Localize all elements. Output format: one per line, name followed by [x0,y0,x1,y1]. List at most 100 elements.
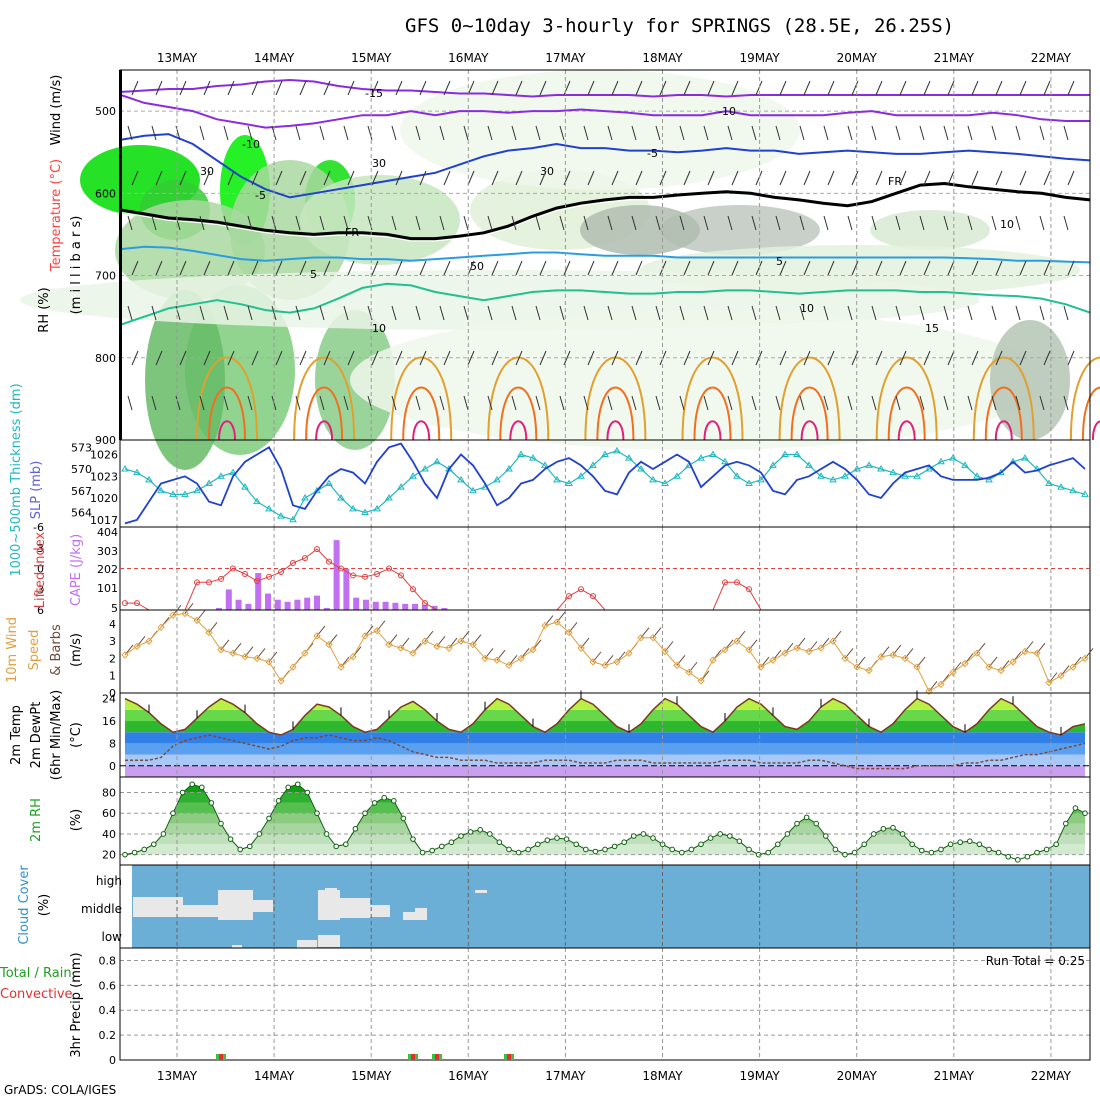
wind-barb [1019,350,1027,366]
panel-frame [119,947,1091,1061]
rh-region [660,205,820,255]
li-point [374,571,380,578]
wind-speed-point [685,668,693,676]
rh-point [323,831,330,837]
li-point [278,568,284,575]
rh-region [990,320,1070,440]
cape-bar [382,601,389,610]
wind-barb [515,260,523,276]
wind-speed-point [937,680,945,689]
thickness-marker [325,479,333,486]
wind-barb [751,305,757,321]
wind-barb [271,305,277,321]
upper-air-panel: -15-10-10-5-5FRFR55101015303030501050060… [20,69,1100,470]
wind-barb [967,305,973,321]
temp-contour-25 [800,420,819,441]
wind-barb [899,170,907,186]
rh-band [125,854,1085,865]
wind-barb [607,305,613,321]
contour-label: 5 [776,255,783,268]
wind-barb [419,260,427,276]
thickness-marker [889,468,897,476]
wind-barb [851,80,859,96]
temp-band [125,754,1085,766]
rh-point [1053,841,1059,848]
contour-label: 10 [372,322,386,335]
rh-point [343,841,349,848]
wind-barb [827,260,835,276]
wind-barb [535,125,541,141]
rh-point [602,846,608,853]
wind-barb [971,170,979,186]
wind-barb [703,215,709,231]
thickness-marker [337,494,345,501]
cape-bar [441,607,448,610]
temp-contour-25 [218,420,236,441]
wind-barb [347,260,355,276]
rh-point [688,846,695,853]
y-tick-label: 1023 [90,470,118,483]
cape-bar [314,595,320,610]
thickness-marker [397,483,405,490]
rh-point [909,841,916,848]
rh-point [227,836,234,842]
rh-point [266,815,272,822]
precip-conv-bar [411,1054,415,1060]
temp-contour-minus15 [119,78,1090,98]
precip-conv-bar [219,1054,223,1060]
wind-barb [511,215,517,231]
wind-barb [223,305,229,321]
rh-region [350,310,1050,450]
thickness-marker [277,512,285,519]
rh-point [957,839,964,846]
wind-barb [131,80,139,96]
wind-speed-point [169,611,177,619]
wind-barb [875,260,883,276]
wind-barb [755,170,763,186]
cloud-unit-label: (%) [37,894,52,917]
y-tick-label: 3 [37,583,44,596]
wind-barb [995,260,1003,276]
temp-band [125,732,1085,744]
wind-speed-point [181,609,189,618]
thickness-marker [925,465,933,472]
temp-contour-15 [681,356,744,441]
wind-barb [439,305,445,321]
wind-barb [635,80,643,96]
top-date-label: 15MAY [351,51,392,65]
wind-barb [487,305,493,321]
wind-barb [1043,350,1051,366]
top-date-label: 16MAY [448,51,489,65]
thickness-marker [1081,490,1089,497]
wind-barb [347,80,355,96]
rh-point [467,829,474,835]
thickness-marker [649,475,657,483]
wind-speed-point [337,663,345,671]
rh-point [947,841,954,848]
top-date-axis: 13MAY 14MAY 15MAY 16MAY 17MAY 18MAY 19MAY 20MAY… [157,51,1072,65]
rh-point [592,848,599,855]
thickness-marker [697,454,705,461]
rh-point [736,838,743,844]
cape-bar [363,599,369,610]
wind-barb [491,80,499,96]
bottom-date-axis: 13MAY 14MAY 15MAY 16MAY 17MAY 18MAY 19MAY 20MAY… [157,1069,1072,1083]
top-date-label: 17MAY [545,51,586,65]
wind-barb [607,125,613,141]
wind-barb [275,80,283,96]
wind-speed-point [1033,649,1041,657]
wind-barb [923,80,931,96]
thickness-marker [385,494,393,501]
wind-barb [895,395,901,411]
wind-speed-point [517,654,525,663]
wind-barb [823,215,829,231]
y-tick-label: 573 [71,441,92,454]
wind-barb [971,350,979,366]
li-point [230,565,236,572]
wind-barb [1043,170,1051,186]
rh-point [698,841,704,848]
rh-point [813,820,820,827]
rh-region [400,70,800,190]
cloud-patch [297,940,317,948]
wind-speed-point [757,663,765,671]
